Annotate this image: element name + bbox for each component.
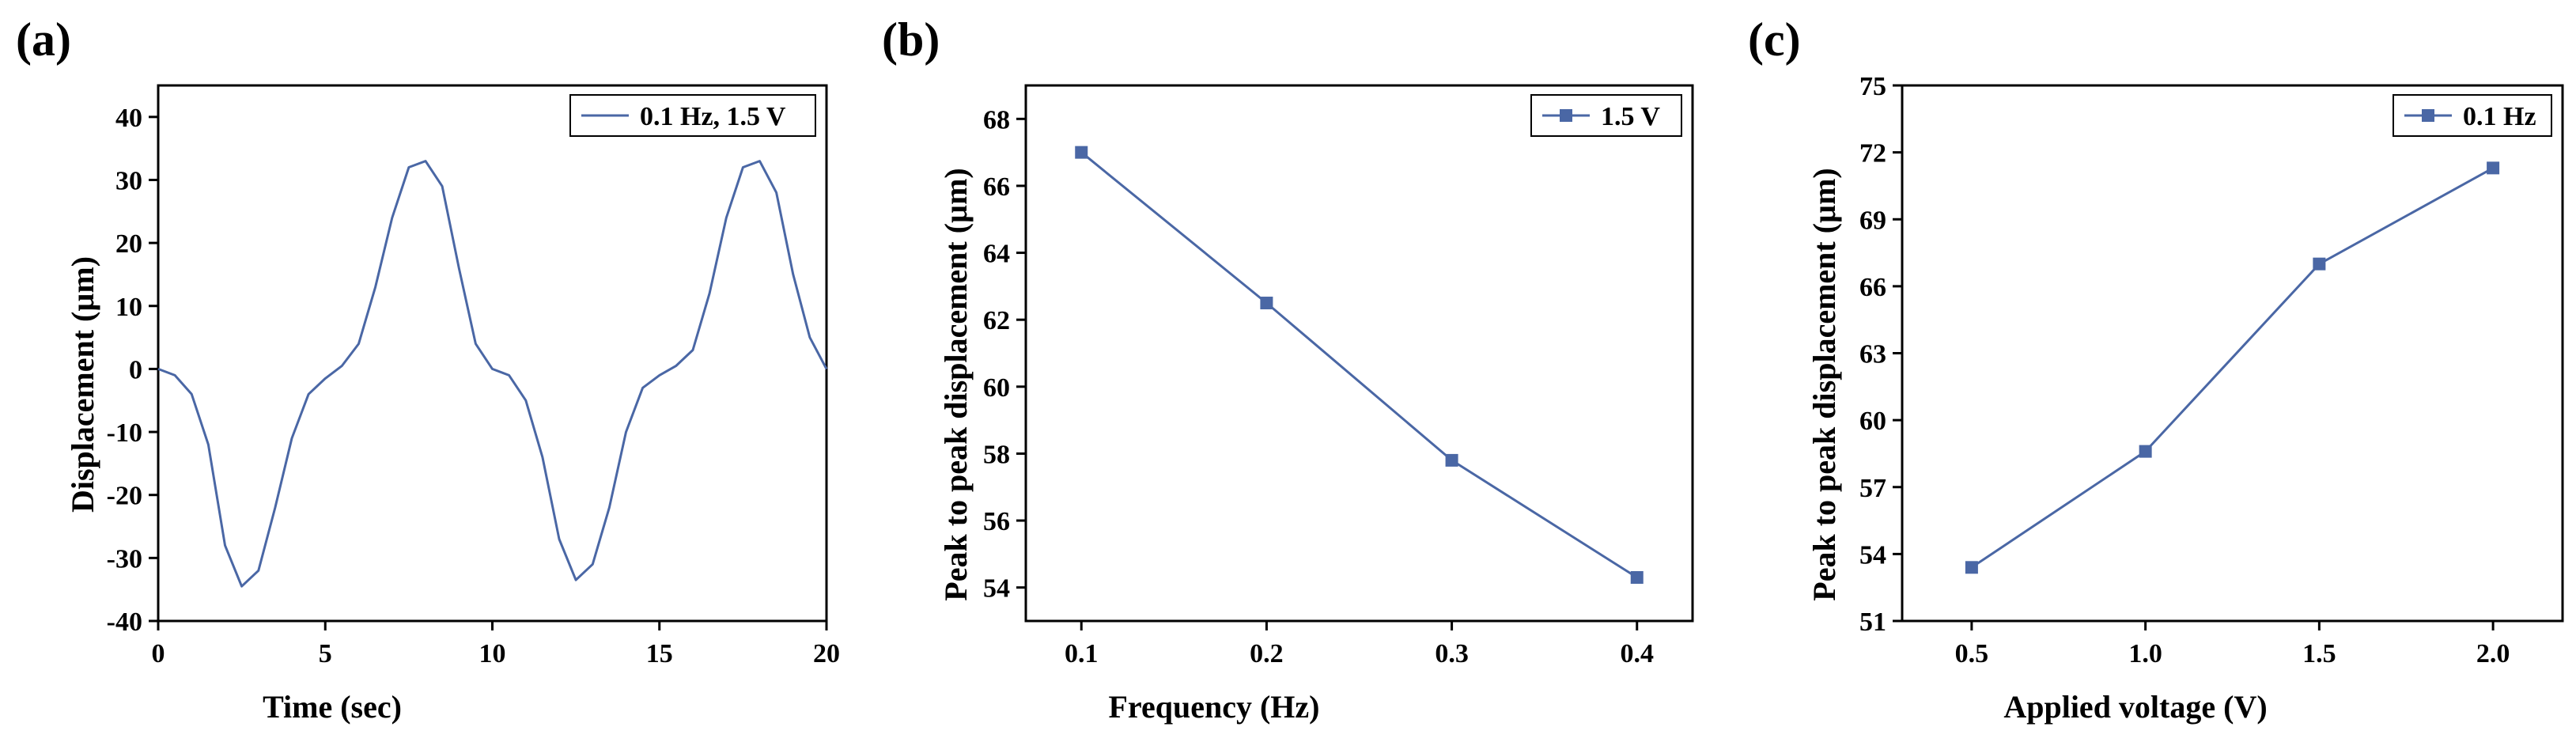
x-tick-label: 1.0 <box>2128 639 2162 668</box>
x-tick-label: 10 <box>479 639 506 668</box>
legend-marker-swatch <box>1560 109 1572 122</box>
x-tick-label: 0.4 <box>1621 639 1655 668</box>
data-point <box>2313 257 2326 271</box>
data-point <box>2487 161 2500 175</box>
y-tick-label: 60 <box>983 373 1010 403</box>
y-tick-label: -30 <box>107 544 142 574</box>
panel-a: (a) Time (sec) Displacement (µm) 0 5 10 15 2… <box>16 13 840 725</box>
series-line <box>1971 167 2494 569</box>
data-point <box>1630 570 1644 584</box>
panel-a-letter: (a) <box>16 13 71 66</box>
y-tick-label: 64 <box>983 240 1010 269</box>
x-tick-label: 0.5 <box>1955 639 1989 668</box>
plot-frame <box>157 84 828 623</box>
legend-label: 0.1 Hz, 1.5 V <box>640 102 786 131</box>
y-tick-label: 58 <box>983 440 1010 469</box>
x-tick-label: 5 <box>319 639 332 668</box>
x-tick-label: 0.1 <box>1065 639 1099 668</box>
panel-b-ylabel: Peak to peak displacement (µm) <box>938 168 974 600</box>
y-tick-label: 30 <box>115 166 142 195</box>
data-point <box>1075 146 1088 159</box>
series-line <box>157 160 828 588</box>
x-tick-label: 1.5 <box>2302 639 2336 668</box>
x-tick-label: 0.3 <box>1435 639 1469 668</box>
x-tick-label: 20 <box>813 639 840 668</box>
panel-c-xlabel: Applied voltage (V) <box>2003 689 2267 725</box>
data-point <box>2139 445 2152 458</box>
panel-b: (b) Frequency (Hz) Peak to peak displace… <box>882 13 1694 725</box>
data-point <box>1445 453 1458 467</box>
y-tick-label: -40 <box>107 608 142 637</box>
y-tick-label: 54 <box>1859 540 1886 570</box>
plot-frame <box>1024 84 1694 623</box>
y-tick-label: 57 <box>1859 474 1886 503</box>
y-tick-label: 0 <box>129 355 142 384</box>
plot-frame <box>1901 84 2564 623</box>
y-tick-label: 10 <box>115 293 142 322</box>
x-tick-label: 0.2 <box>1250 639 1284 668</box>
y-tick-label: 56 <box>983 507 1010 536</box>
y-tick-label: 75 <box>1859 72 1886 101</box>
data-point <box>1965 561 1978 574</box>
y-tick-label: 68 <box>983 105 1010 134</box>
legend-marker-swatch <box>2422 109 2434 122</box>
panel-c-letter: (c) <box>1748 13 1801 66</box>
y-tick-label: 66 <box>1859 273 1886 302</box>
panel-b-letter: (b) <box>882 13 940 66</box>
y-tick-label: 20 <box>115 229 142 259</box>
series-line <box>1080 151 1638 579</box>
y-tick-label: 66 <box>983 172 1010 202</box>
panel-c-ylabel: Peak to peak displacement (µm) <box>1806 168 1842 600</box>
y-tick-label: 62 <box>983 306 1010 335</box>
panel-a-plot-area: 0 5 10 15 20 -40 -30 -20 -10 0 10 20 30 40 0.1 Hz, 1.5… <box>107 84 840 668</box>
y-tick-label: 60 <box>1859 407 1886 436</box>
panel-b-xlabel: Frequency (Hz) <box>1109 689 1320 725</box>
y-tick-label: 69 <box>1859 206 1886 235</box>
data-point <box>1260 297 1273 310</box>
y-tick-label: 40 <box>115 104 142 133</box>
legend-label: 1.5 V <box>1601 102 1660 131</box>
y-tick-label: 51 <box>1859 608 1886 637</box>
panel-c-plot-area: 0.5 1.0 1.5 2.0 51 54 57 60 63 66 69 72 75 0.1 Hz <box>1859 72 2564 668</box>
panel-a-xlabel: Time (sec) <box>263 689 402 725</box>
x-tick-label: 15 <box>646 639 673 668</box>
x-tick-label: 2.0 <box>2476 639 2510 668</box>
y-tick-label: 72 <box>1859 139 1886 168</box>
panel-b-plot-area: 0.1 0.2 0.3 0.4 54 56 58 60 62 64 66 68 1.5 V <box>983 84 1694 668</box>
y-tick-label: -10 <box>107 418 142 448</box>
x-tick-label: 0 <box>152 639 165 668</box>
panel-a-ylabel: Displacement (µm) <box>65 256 100 513</box>
legend-label: 0.1 Hz <box>2463 102 2536 131</box>
y-tick-label: 63 <box>1859 340 1886 369</box>
y-tick-label: -20 <box>107 482 142 511</box>
panel-c: (c) Applied voltage (V) Peak to peak dis… <box>1748 13 2564 725</box>
y-tick-label: 54 <box>983 574 1010 604</box>
